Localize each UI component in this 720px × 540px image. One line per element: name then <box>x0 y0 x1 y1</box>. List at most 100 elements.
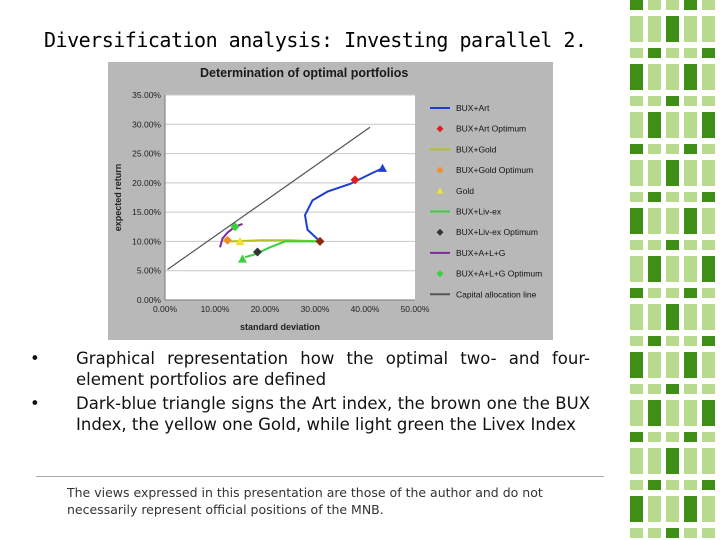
y-tick-label: 15.00% <box>132 207 161 217</box>
deco-block <box>702 432 715 442</box>
deco-block <box>666 256 679 282</box>
deco-block <box>684 240 697 250</box>
deco-block <box>684 256 697 282</box>
deco-block <box>630 64 643 90</box>
bullet-list: • Graphical representation how the optim… <box>30 348 590 438</box>
deco-block <box>648 112 661 138</box>
legend-label: BUX+Art <box>456 103 490 113</box>
deco-block <box>648 336 661 346</box>
deco-block <box>702 256 715 282</box>
deco-block <box>702 448 715 474</box>
deco-block <box>648 144 661 154</box>
deco-block <box>648 64 661 90</box>
deco-block <box>684 448 697 474</box>
bullet-text: Dark-blue triangle signs the Art index, … <box>76 394 590 434</box>
deco-block <box>630 432 643 442</box>
data-point-diamond <box>436 228 444 236</box>
deco-block <box>684 48 697 58</box>
deco-block <box>666 96 679 106</box>
deco-block <box>630 384 643 394</box>
deco-block <box>702 384 715 394</box>
slide-title: Diversification analysis: Investing para… <box>44 28 587 52</box>
legend-label: Gold <box>456 186 474 196</box>
deco-block <box>630 528 643 538</box>
deco-block <box>684 288 697 298</box>
deco-block <box>702 528 715 538</box>
deco-block <box>648 384 661 394</box>
x-tick-label: 0.00% <box>153 304 178 314</box>
deco-block <box>630 480 643 490</box>
deco-block <box>648 192 661 202</box>
deco-block <box>684 96 697 106</box>
deco-block <box>666 48 679 58</box>
deco-block <box>630 96 643 106</box>
deco-block <box>630 288 643 298</box>
deco-block <box>648 304 661 330</box>
deco-block <box>666 336 679 346</box>
deco-block <box>702 112 715 138</box>
deco-block <box>630 0 643 10</box>
decorative-green-blocks <box>630 0 715 538</box>
bullet-marker: • <box>30 394 40 413</box>
deco-block <box>684 64 697 90</box>
deco-block <box>702 16 715 42</box>
deco-block <box>684 112 697 138</box>
deco-block <box>702 480 715 490</box>
legend-label: BUX+Art Optimum <box>456 124 526 134</box>
deco-block <box>630 240 643 250</box>
deco-block <box>684 400 697 426</box>
x-axis-label: standard deviation <box>240 322 320 332</box>
deco-block <box>648 480 661 490</box>
legend-label: BUX+Gold <box>456 144 497 154</box>
deco-block <box>702 144 715 154</box>
x-tick-label: 30.00% <box>301 304 330 314</box>
deco-block <box>630 336 643 346</box>
series-line <box>244 240 320 259</box>
x-tick-label: 20.00% <box>251 304 280 314</box>
deco-block <box>666 208 679 234</box>
deco-block <box>666 160 679 186</box>
deco-block <box>648 400 661 426</box>
deco-block <box>648 16 661 42</box>
deco-block <box>630 352 643 378</box>
deco-block <box>684 352 697 378</box>
deco-block <box>666 0 679 10</box>
deco-block <box>630 304 643 330</box>
deco-block <box>648 496 661 522</box>
y-axis-label: expected return <box>113 164 123 232</box>
deco-block <box>684 528 697 538</box>
data-point-diamond <box>230 222 240 232</box>
x-tick-label: 50.00% <box>401 304 430 314</box>
deco-block <box>630 144 643 154</box>
deco-block <box>684 304 697 330</box>
y-tick-label: 35.00% <box>132 90 161 100</box>
deco-block <box>666 528 679 538</box>
deco-block <box>702 496 715 522</box>
deco-block <box>684 160 697 186</box>
deco-block <box>666 112 679 138</box>
deco-block <box>648 240 661 250</box>
deco-block <box>702 400 715 426</box>
deco-block <box>648 352 661 378</box>
deco-block <box>684 432 697 442</box>
deco-block <box>630 496 643 522</box>
deco-block <box>630 192 643 202</box>
y-tick-label: 0.00% <box>137 295 162 305</box>
deco-block <box>648 528 661 538</box>
disclaimer-text: The views expressed in this presentation… <box>67 485 543 517</box>
y-tick-label: 30.00% <box>132 119 161 129</box>
deco-block <box>702 208 715 234</box>
deco-block <box>630 112 643 138</box>
deco-block <box>630 48 643 58</box>
deco-block <box>666 16 679 42</box>
data-point-triangle <box>238 254 247 263</box>
deco-block <box>702 352 715 378</box>
legend-label: BUX+Gold Optimum <box>456 165 533 175</box>
deco-block <box>702 96 715 106</box>
deco-block <box>684 0 697 10</box>
deco-block <box>684 336 697 346</box>
deco-block <box>702 48 715 58</box>
data-point-diamond <box>315 236 325 246</box>
legend-label: BUX+A+L+G Optimum <box>456 269 542 279</box>
deco-block <box>666 240 679 250</box>
